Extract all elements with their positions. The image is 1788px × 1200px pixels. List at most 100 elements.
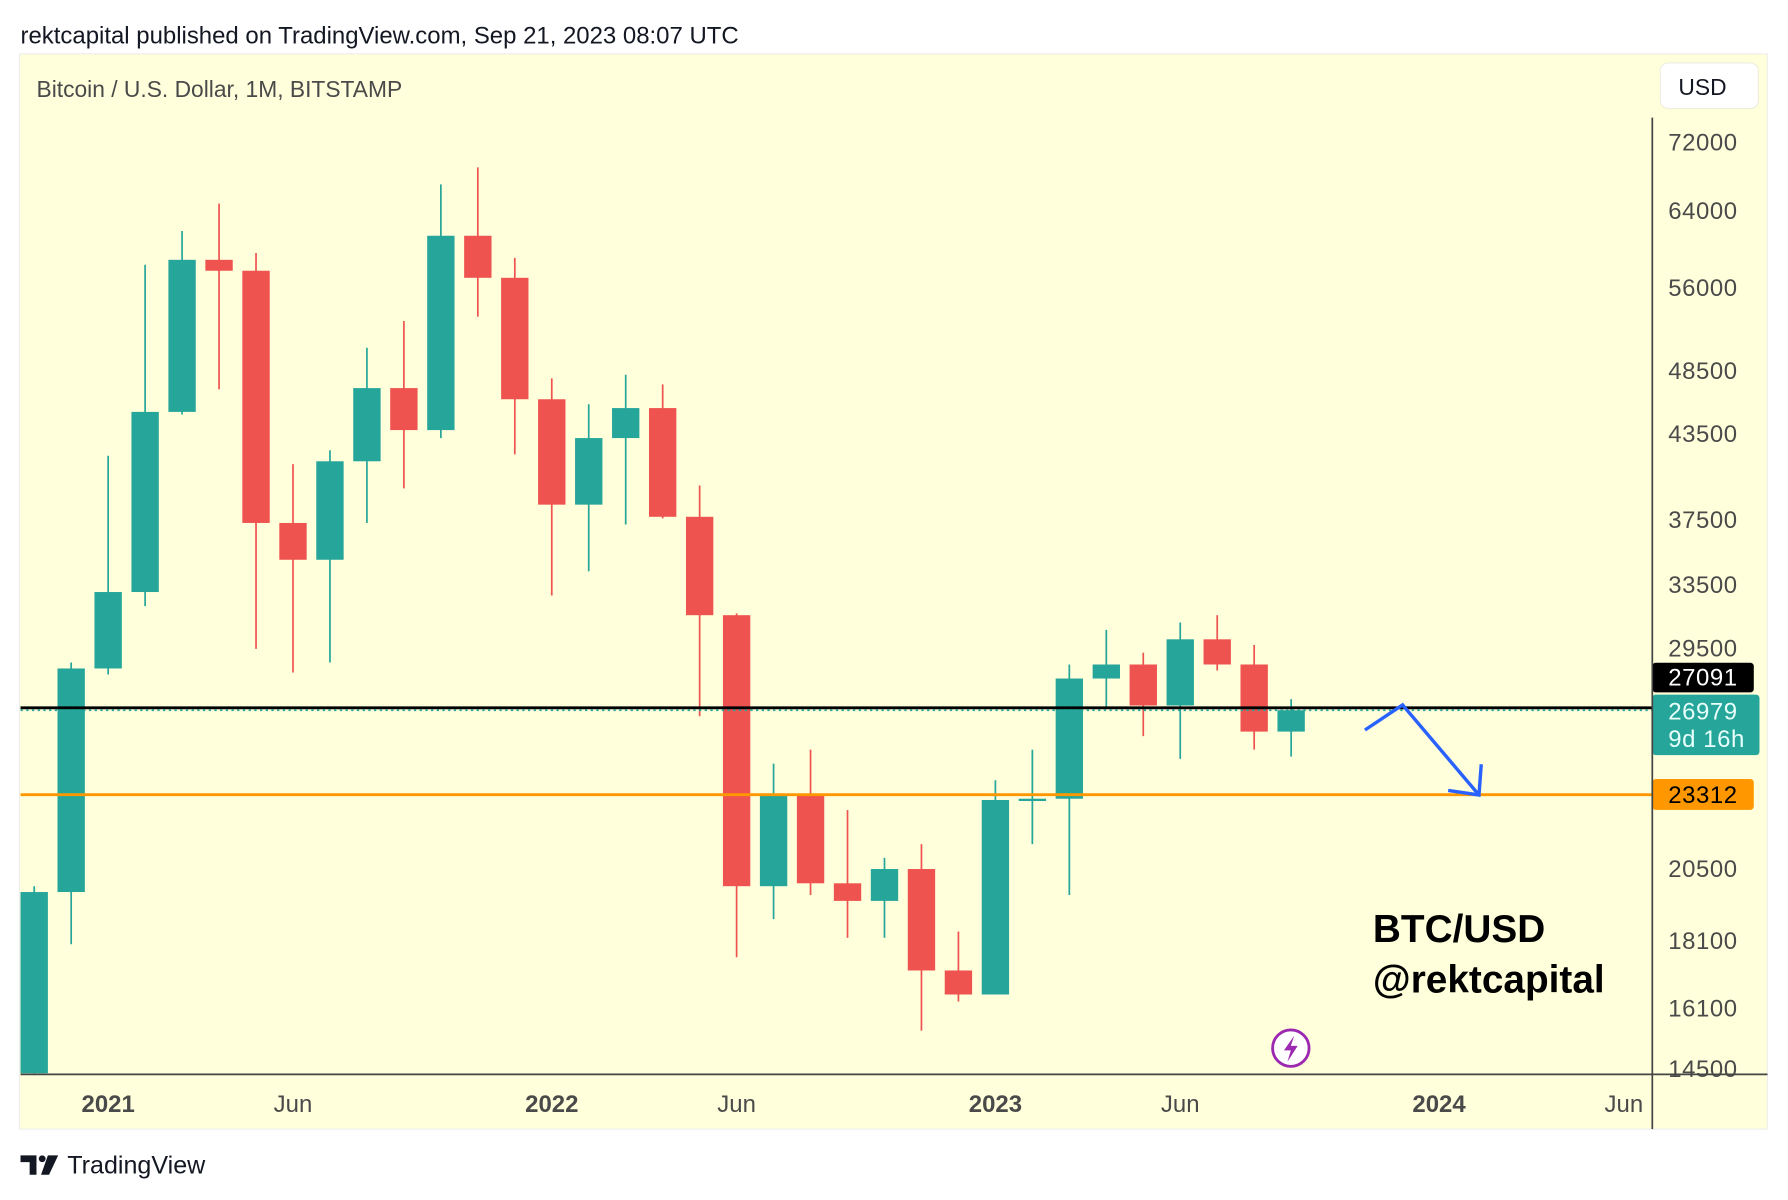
candle-body bbox=[205, 259, 233, 271]
candle-2023-08[interactable] bbox=[1240, 645, 1268, 750]
candle-body bbox=[722, 615, 751, 887]
last-price-badge bbox=[1652, 694, 1760, 756]
time-tick-label: Jun bbox=[274, 1091, 313, 1118]
candles bbox=[20, 167, 1305, 1074]
candle-2021-08[interactable] bbox=[353, 347, 381, 523]
candle-2021-05[interactable] bbox=[242, 252, 270, 649]
level-price-badge bbox=[1652, 662, 1754, 693]
candle-body bbox=[501, 277, 529, 400]
candle-2022-08[interactable] bbox=[796, 749, 825, 895]
candle-body bbox=[168, 259, 196, 412]
currency-button[interactable]: USD bbox=[1659, 62, 1759, 110]
candle-body bbox=[1240, 664, 1268, 732]
candle-2022-03[interactable] bbox=[612, 374, 640, 525]
price-axis: 72000 64000 56000 48500 43500 37500 33500 29500… bbox=[1668, 130, 1737, 1083]
candle-2022-11[interactable] bbox=[907, 844, 936, 1031]
price-tick-label: 16100 bbox=[1668, 996, 1737, 1023]
time-tick-label: 2021 bbox=[82, 1091, 135, 1118]
candle-2021-07[interactable] bbox=[316, 450, 344, 663]
candle-2021-03[interactable] bbox=[168, 231, 196, 415]
annotation-line2: @rektcapital bbox=[1373, 958, 1605, 1001]
candle-body bbox=[1166, 639, 1194, 706]
time-tick-label: 2022 bbox=[525, 1091, 578, 1118]
candle-2022-07[interactable] bbox=[759, 763, 788, 920]
projection-arrow[interactable] bbox=[1363, 702, 1483, 797]
symbol-title: Bitcoin / U.S. Dollar, 1M, BITSTAMP bbox=[36, 76, 402, 102]
candle-2022-06[interactable] bbox=[722, 613, 751, 958]
price-tick-label: 18100 bbox=[1668, 928, 1737, 955]
candle-2023-04[interactable] bbox=[1092, 629, 1120, 708]
candle-2021-01[interactable] bbox=[94, 455, 122, 675]
time-tick-label: 2024 bbox=[1412, 1091, 1466, 1118]
price-tick-label: 14500 bbox=[1668, 1056, 1737, 1083]
currency-label: USD bbox=[1678, 74, 1726, 100]
candle-2021-06[interactable] bbox=[279, 464, 307, 673]
candle-body bbox=[981, 799, 1010, 995]
candle-body bbox=[1055, 678, 1084, 799]
candle-body bbox=[131, 411, 159, 593]
brand-name: TradingView bbox=[67, 1152, 206, 1180]
time-tick-label: Jun bbox=[1161, 1091, 1200, 1118]
price-tick-label: 43500 bbox=[1668, 421, 1737, 448]
candle-2023-05[interactable] bbox=[1129, 652, 1157, 737]
price-tick-label: 33500 bbox=[1668, 572, 1737, 599]
candle-body bbox=[944, 970, 973, 995]
candle-2021-02[interactable] bbox=[131, 264, 159, 607]
candle-body bbox=[57, 668, 85, 893]
candle-body bbox=[1277, 710, 1305, 732]
candle-body bbox=[390, 388, 418, 431]
candle-body bbox=[538, 399, 566, 505]
annotation-line1: BTC/USD bbox=[1373, 908, 1545, 951]
lightning-bolt-icon[interactable] bbox=[1271, 1028, 1311, 1068]
candle-body bbox=[1129, 664, 1157, 706]
candle-2022-04[interactable] bbox=[648, 384, 677, 519]
candle-2021-12[interactable] bbox=[501, 257, 529, 455]
time-axis[interactable]: 2021 Jun 2022 Jun 2023 Jun 2024 Jun bbox=[82, 1091, 1644, 1118]
candle-2021-09[interactable] bbox=[390, 320, 418, 489]
candle-2021-10[interactable] bbox=[427, 184, 455, 439]
support-price-label: 23312 bbox=[1668, 782, 1737, 809]
price-tick-label: 29500 bbox=[1668, 635, 1737, 662]
support-price-badge bbox=[1652, 779, 1754, 810]
candle-body bbox=[94, 592, 122, 669]
candle-2020-11[interactable] bbox=[20, 886, 48, 1074]
candle-body bbox=[1203, 639, 1231, 665]
candle-body bbox=[575, 438, 603, 505]
bar-countdown-label: 9d 16h bbox=[1668, 726, 1745, 753]
candle-body bbox=[279, 522, 307, 560]
price-tick-label: 72000 bbox=[1668, 130, 1737, 157]
candle-body bbox=[612, 408, 640, 439]
candle-body bbox=[1018, 798, 1047, 802]
candle-2022-05[interactable] bbox=[685, 485, 714, 717]
candle-2022-01[interactable] bbox=[538, 378, 566, 596]
price-tick-label: 64000 bbox=[1668, 198, 1737, 225]
candle-2023-02[interactable] bbox=[1018, 749, 1047, 845]
candle-2022-02[interactable] bbox=[575, 404, 603, 572]
candle-2023-06[interactable] bbox=[1166, 622, 1194, 759]
candle-body bbox=[464, 235, 492, 278]
candle-2023-03[interactable] bbox=[1055, 664, 1084, 895]
candle-2022-09[interactable] bbox=[833, 810, 862, 938]
candle-2022-12[interactable] bbox=[944, 931, 973, 1002]
candle-2021-04[interactable] bbox=[205, 203, 233, 390]
candle-body bbox=[907, 869, 936, 971]
candle-body bbox=[20, 892, 48, 1074]
candle-2020-12[interactable] bbox=[57, 662, 85, 945]
candle-body bbox=[759, 794, 788, 887]
candle-2021-11[interactable] bbox=[464, 167, 492, 317]
candle-2023-07[interactable] bbox=[1203, 615, 1231, 671]
candle-2022-10[interactable] bbox=[870, 857, 899, 938]
candle-body bbox=[796, 794, 825, 884]
candle-body bbox=[648, 408, 677, 517]
candle-body bbox=[685, 516, 714, 616]
price-tick-label: 48500 bbox=[1668, 358, 1737, 385]
candle-body bbox=[353, 388, 381, 462]
candle-body bbox=[316, 461, 344, 560]
price-tick-label: 37500 bbox=[1668, 507, 1737, 534]
chart-panel bbox=[18, 53, 1769, 1130]
level-price-label: 27091 bbox=[1668, 665, 1737, 692]
last-price-label: 26979 bbox=[1668, 699, 1737, 726]
candle-2023-01[interactable] bbox=[981, 780, 1010, 995]
